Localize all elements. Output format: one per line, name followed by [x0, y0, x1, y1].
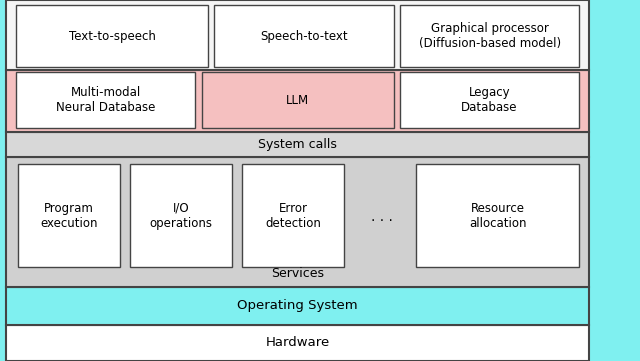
- Bar: [18, 164, 120, 267]
- Text: Speech-to-text: Speech-to-text: [260, 30, 348, 43]
- Bar: [6, 325, 589, 361]
- Text: Services: Services: [271, 267, 324, 280]
- Text: System calls: System calls: [258, 138, 337, 151]
- Bar: [242, 164, 344, 267]
- Text: Operating System: Operating System: [237, 299, 358, 313]
- Text: LLM: LLM: [286, 93, 309, 107]
- Bar: [6, 287, 589, 325]
- Bar: [6, 0, 589, 70]
- Text: Graphical processor
(Diffusion-based model): Graphical processor (Diffusion-based mod…: [419, 22, 561, 50]
- Text: Error
detection: Error detection: [265, 202, 321, 230]
- Text: I/O
operations: I/O operations: [150, 202, 212, 230]
- Text: Multi-modal
Neural Database: Multi-modal Neural Database: [56, 86, 156, 114]
- Bar: [6, 132, 589, 157]
- Bar: [416, 164, 579, 267]
- Bar: [214, 5, 394, 67]
- Bar: [6, 70, 589, 132]
- Bar: [130, 164, 232, 267]
- Text: Text-to-speech: Text-to-speech: [68, 30, 156, 43]
- Bar: [202, 72, 394, 128]
- Text: Resource
allocation: Resource allocation: [469, 202, 526, 230]
- Text: . . .: . . .: [371, 210, 393, 223]
- Bar: [400, 72, 579, 128]
- Bar: [6, 157, 589, 287]
- Bar: [400, 5, 579, 67]
- Bar: [16, 5, 208, 67]
- Bar: [16, 72, 195, 128]
- Text: Program
execution: Program execution: [40, 202, 98, 230]
- Text: Hardware: Hardware: [266, 336, 330, 349]
- Text: Legacy
Database: Legacy Database: [461, 86, 518, 114]
